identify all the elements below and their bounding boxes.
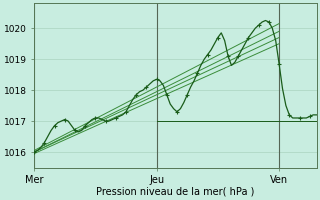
X-axis label: Pression niveau de la mer( hPa ): Pression niveau de la mer( hPa ) [96,187,254,197]
